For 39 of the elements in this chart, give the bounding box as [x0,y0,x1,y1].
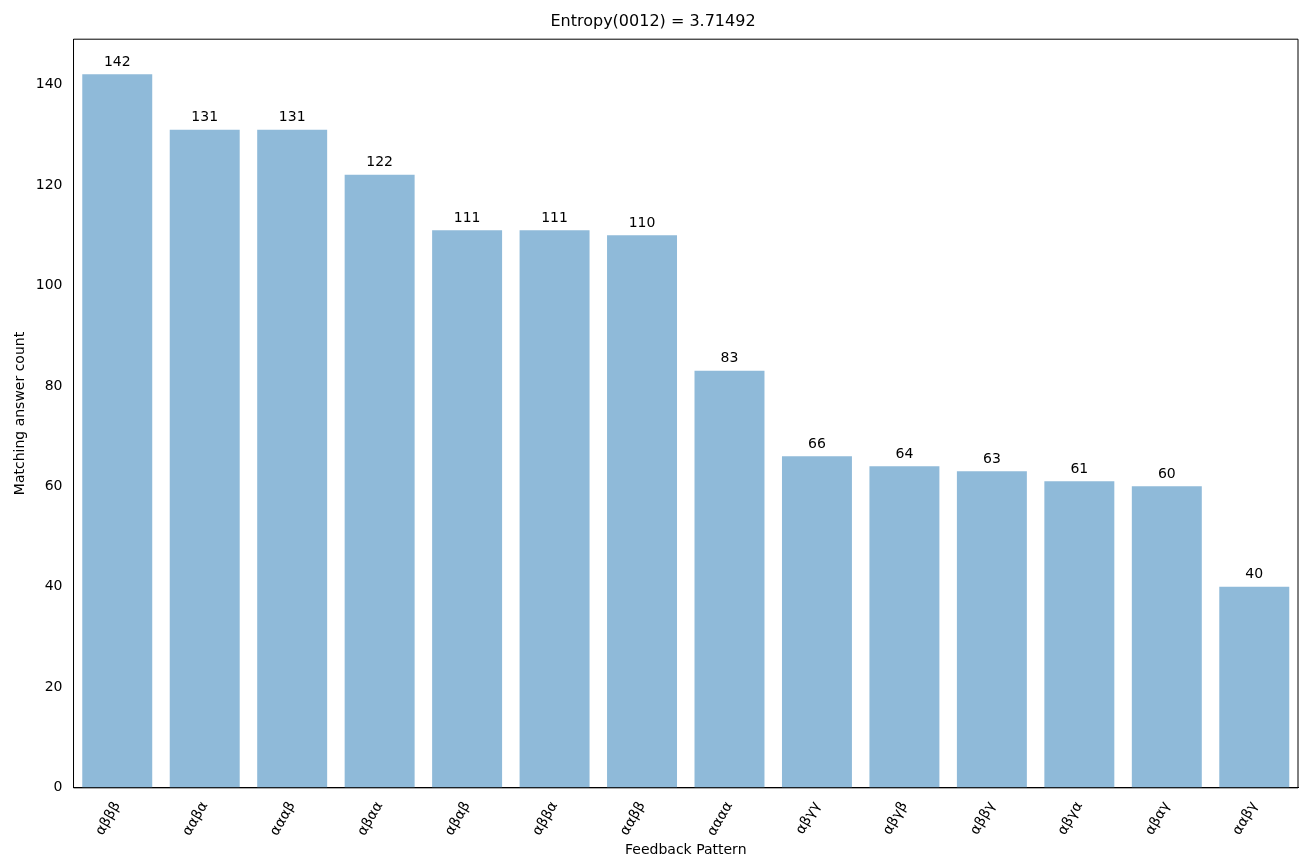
y-axis-title: Matching answer count [11,331,28,496]
data-label: 110 [628,213,656,230]
y-tick-label: 20 [44,677,63,694]
y-tick-label: 60 [44,477,63,494]
data-label: 61 [1070,459,1089,476]
data-label: 131 [278,108,306,125]
data-label: 40 [1245,565,1264,582]
y-tick-label: 100 [35,276,63,293]
y-tick-label: 120 [35,175,63,192]
x-axis-title: Feedback Pattern [625,841,747,858]
chart-title: Entropy(0012) = 3.71492 [550,10,756,30]
data-label: 60 [1157,465,1176,482]
data-label: 63 [982,449,1001,466]
data-label: 64 [895,444,914,461]
bar [257,129,328,788]
data-label: 83 [720,349,739,366]
y-tick-label: 0 [53,778,63,795]
bar [432,230,503,788]
data-label: 66 [808,434,826,451]
bar [82,74,153,788]
data-label: 131 [191,108,219,125]
data-label: 122 [366,153,394,170]
y-tick-label: 80 [44,376,63,393]
bar [956,471,1027,788]
data-label: 111 [541,208,568,225]
bar [1219,586,1290,788]
data-label: 142 [103,53,131,70]
bar [694,370,765,788]
bar [607,235,678,788]
y-tick-label: 140 [35,75,63,92]
bar [1044,481,1115,788]
y-tick-label: 40 [44,577,63,594]
bar [1131,486,1202,788]
bar [519,230,590,788]
bar [344,174,415,788]
bar [781,456,852,788]
data-label: 111 [453,208,481,225]
bar [169,129,240,788]
bar [869,466,940,788]
